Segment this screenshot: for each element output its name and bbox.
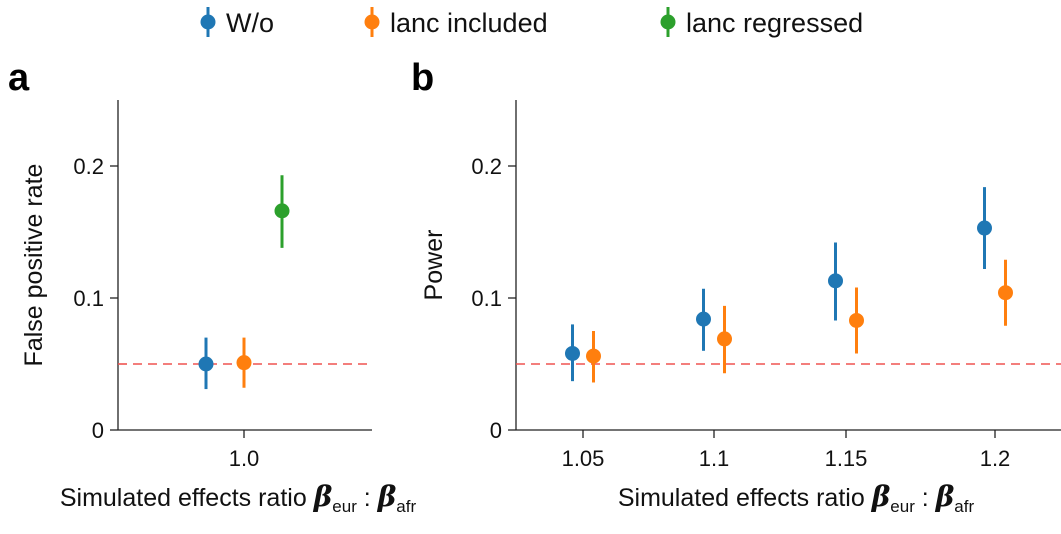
panel-a-lanc-included-1-0-point xyxy=(236,355,252,371)
panel-b-ytick-label: 0.1 xyxy=(471,286,502,311)
panel-b-xtick-label: 1.05 xyxy=(562,446,605,471)
panel-b-w-o-1-1-point xyxy=(696,311,711,327)
panel-b-x-axis-title-text: Simulated effects ratio xyxy=(618,484,872,512)
panel-a-xtick-label: 1.0 xyxy=(229,446,260,471)
panel-b-xtick-label: 1.15 xyxy=(825,446,868,471)
panel-b-lanc-included-1-05-point xyxy=(586,348,601,364)
panel-b-y-axis-title: Power xyxy=(420,230,448,301)
legend: W/o lanc included lanc regressed xyxy=(200,7,863,38)
panel-b-lanc-included-1-1-point xyxy=(717,331,732,347)
panel-b: 0 0.1 0.2 1.05 1.1 1.15 1.2 Power Simulated effe… xyxy=(420,100,1061,516)
panel-a-ytick-label: 0.2 xyxy=(73,154,104,179)
legend-lanc-included-label: lanc included xyxy=(390,8,548,38)
panel-b-w-o-1-2-point xyxy=(977,220,992,236)
panel-a-beta-eur-subscript: eur xyxy=(332,497,357,516)
panel-b-x-axis-title: Simulated effects ratio βeur : βafr xyxy=(618,480,975,516)
panel-b-xtick-label: 1.2 xyxy=(980,446,1011,471)
panel-a-lanc-regressed-1-0-point xyxy=(274,203,290,219)
panel-a-ytick-label: 0.1 xyxy=(73,286,104,311)
legend-lanc-included-marker xyxy=(364,14,380,30)
panel-b-xtick-label: 1.1 xyxy=(699,446,730,471)
panel-a-beta-symbol: β xyxy=(377,480,397,513)
panel-b-ytick-label: 0 xyxy=(490,418,502,443)
panel-a: 0 0.1 0.2 1.0 False positive rate Simulated e… xyxy=(20,100,416,516)
panel-a-x-axis-title-text: Simulated effects ratio xyxy=(60,484,314,512)
panel-a-x-axis-title: Simulated effects ratio βeur : βafr xyxy=(60,480,417,516)
panel-b-lanc-included-1-2-point xyxy=(998,285,1013,301)
panel-a-beta-symbol: β xyxy=(313,480,333,513)
panel-b-beta-symbol: β xyxy=(935,480,955,513)
panel-b-beta-afr-subscript: afr xyxy=(954,497,974,516)
panel-a-letter: a xyxy=(8,57,30,99)
panel-b-w-o-1-05-point xyxy=(565,345,580,361)
panel-a-ytick-label: 0 xyxy=(92,418,104,443)
legend-lanc-regressed-label: lanc regressed xyxy=(686,8,863,38)
legend-w-o-label: W/o xyxy=(226,8,274,38)
legend-lanc-regressed-marker xyxy=(660,14,676,30)
panel-b-beta-symbol: β xyxy=(871,480,891,513)
panel-b-beta-eur-subscript: eur xyxy=(890,497,915,516)
legend-w-o-marker xyxy=(200,14,216,30)
panel-a-y-axis-title: False positive rate xyxy=(20,164,48,367)
panel-b-x-axis-title-separator: : xyxy=(915,484,936,512)
panel-a-w-o-1-0-point xyxy=(198,356,214,372)
panel-b-letter: b xyxy=(411,57,434,99)
panel-b-w-o-1-15-point xyxy=(828,273,843,289)
panel-a-beta-afr-subscript: afr xyxy=(396,497,416,516)
panel-b-ytick-label: 0.2 xyxy=(471,154,502,179)
panel-b-lanc-included-1-15-point xyxy=(849,312,864,328)
panel-a-x-axis-title-separator: : xyxy=(357,484,378,512)
